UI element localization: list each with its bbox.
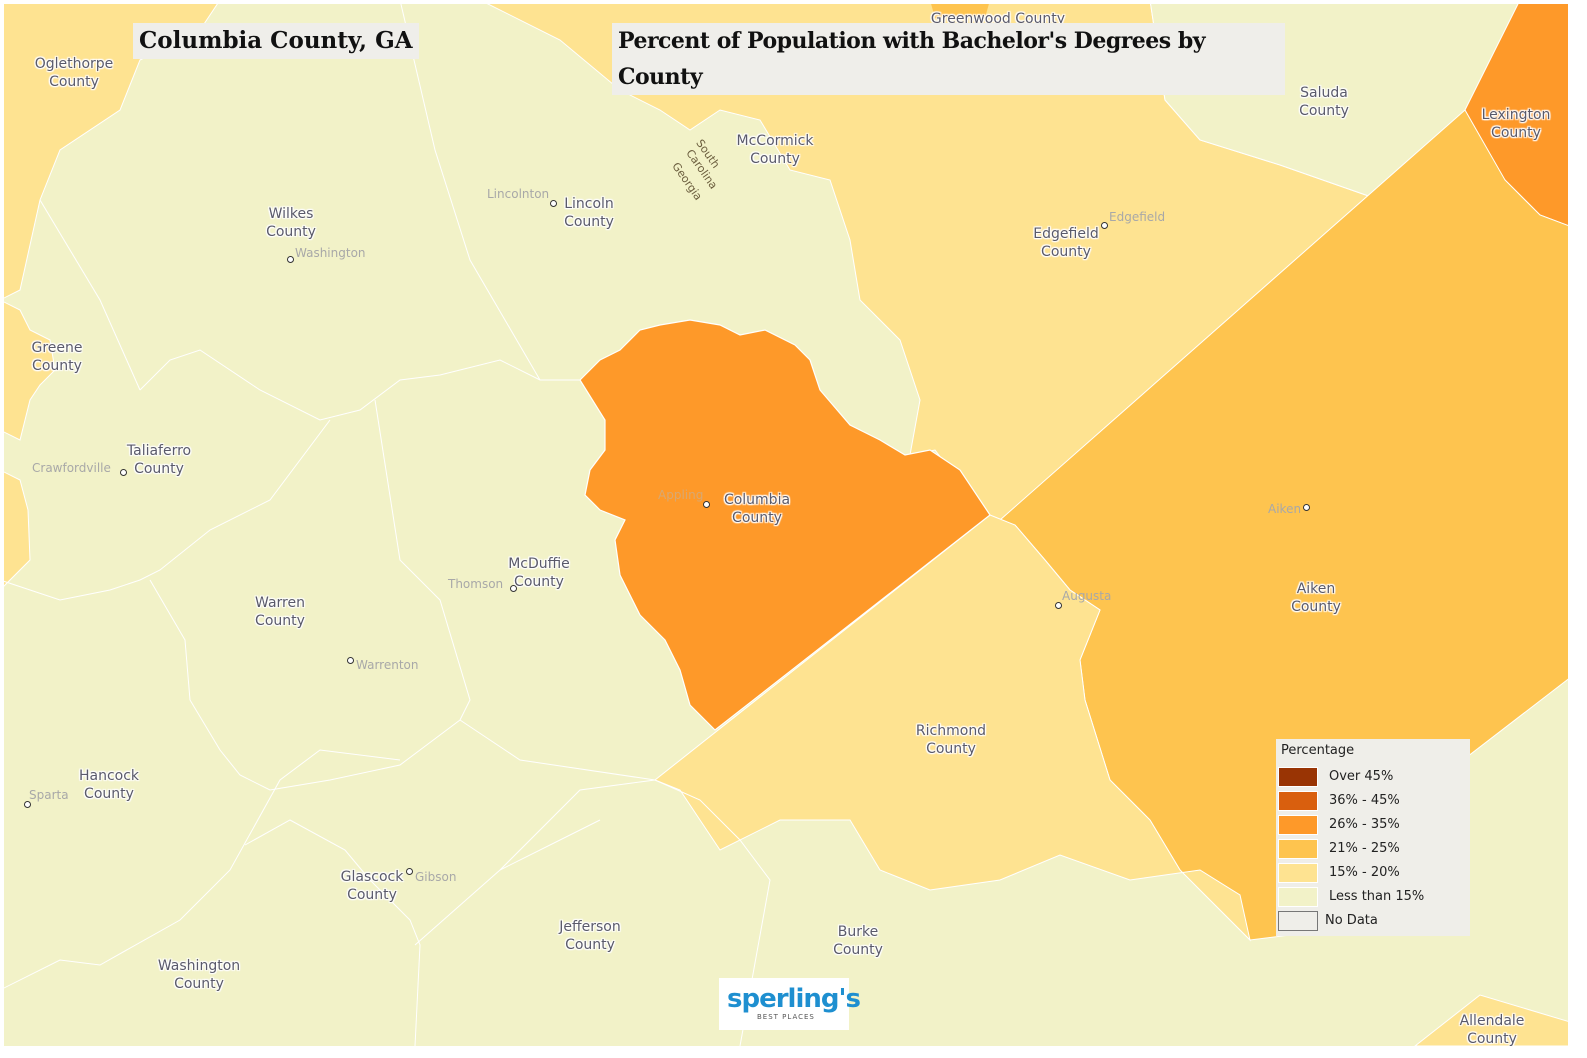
city-marker-gibson[interactable] <box>406 868 413 875</box>
legend-swatch <box>1278 839 1318 859</box>
logo-brand: sperling's <box>727 984 861 1014</box>
city-marker-warrenton[interactable] <box>347 657 354 664</box>
legend-label: Less than 15% <box>1329 889 1425 904</box>
legend-label: Over 45% <box>1329 769 1394 784</box>
legend-item-over-45: Over 45% <box>1278 767 1468 789</box>
legend-swatch <box>1278 863 1318 883</box>
legend-swatch <box>1278 887 1318 907</box>
county-label-taliaferro[interactable]: Taliaferro County <box>126 443 192 477</box>
county-label-greene[interactable]: Greene County <box>31 340 83 374</box>
county-label-washington[interactable]: Washington County <box>157 958 241 992</box>
city-marker-lincolnton[interactable] <box>550 200 557 207</box>
county-label-richmond[interactable]: Richmond County <box>915 723 987 757</box>
city-label-crawfordville: Crawfordville <box>32 461 111 475</box>
county-label-wilkes[interactable]: Wilkes County <box>266 206 316 240</box>
county-label-saluda[interactable]: Saluda County <box>1299 85 1349 119</box>
county-label-mcduffie[interactable]: McDuffie County <box>508 556 570 590</box>
legend-item-15-20: 15% - 20% <box>1278 863 1468 885</box>
legend-label: 36% - 45% <box>1329 793 1400 808</box>
city-marker-augusta[interactable] <box>1055 602 1062 609</box>
city-marker-crawfordville[interactable] <box>120 469 127 476</box>
location-title: Columbia County, GA <box>133 23 419 59</box>
city-label-appling: Appling <box>658 488 704 502</box>
sperlings-logo[interactable]: sperling's BEST PLACES <box>719 978 861 1030</box>
legend-title: Percentage <box>1281 743 1355 758</box>
county-label-aiken[interactable]: Aiken County <box>1291 581 1341 615</box>
city-label-lincolnton: Lincolnton <box>487 187 550 201</box>
county-label-mccormick[interactable]: McCormick County <box>736 133 814 167</box>
legend-swatch <box>1278 767 1318 787</box>
logo-tagline: BEST PLACES <box>757 1013 815 1021</box>
city-marker-appling[interactable] <box>703 501 710 508</box>
legend-item-36-45: 36% - 45% <box>1278 791 1468 813</box>
legend-item-no-data: No Data <box>1278 911 1468 933</box>
county-label-burke[interactable]: Burke County <box>833 924 883 958</box>
city-label-edgefield: Edgefield <box>1109 210 1166 224</box>
city-label-warrenton: Warrenton <box>356 658 419 672</box>
county-label-hancock[interactable]: Hancock County <box>78 768 140 802</box>
legend-label: 21% - 25% <box>1329 841 1400 856</box>
city-marker-aiken[interactable] <box>1303 504 1310 511</box>
legend-swatch <box>1278 815 1318 835</box>
legend-label: No Data <box>1325 913 1378 928</box>
city-label-sparta: Sparta <box>29 788 69 802</box>
county-label-columbia[interactable]: Columbia County <box>723 492 791 526</box>
legend: Percentage Over 45% 36% - 45% 26% - 35% … <box>1276 739 1470 936</box>
county-label-glascock[interactable]: Glascock County <box>340 869 404 903</box>
county-label-jefferson[interactable]: Jefferson County <box>559 919 621 953</box>
city-marker-edgefield[interactable] <box>1101 222 1108 229</box>
city-label-washington: Washington <box>295 246 366 260</box>
city-marker-thomson[interactable] <box>510 585 517 592</box>
city-label-aiken: Aiken <box>1268 502 1302 516</box>
county-label-warren[interactable]: Warren County <box>255 595 305 629</box>
city-label-augusta: Augusta <box>1062 589 1112 603</box>
legend-swatch <box>1278 791 1318 811</box>
city-marker-washington[interactable] <box>287 256 294 263</box>
county-label-allendale[interactable]: Allendale County <box>1459 1013 1525 1046</box>
city-label-gibson: Gibson <box>415 870 457 884</box>
legend-item-less-15: Less than 15% <box>1278 887 1468 909</box>
map-frame: South Carolina Georgia Oglethorpe County … <box>4 4 1568 1046</box>
county-label-lexington[interactable]: Lexington County <box>1481 107 1551 141</box>
map-title: Percent of Population with Bachelor's De… <box>612 23 1285 95</box>
county-label-edgefield[interactable]: Edgefield County <box>1033 226 1099 260</box>
county-polygons <box>4 4 1568 1046</box>
county-label-lincoln[interactable]: Lincoln County <box>564 196 614 230</box>
county-label-oglethorpe[interactable]: Oglethorpe County <box>34 56 114 90</box>
city-marker-sparta[interactable] <box>24 801 31 808</box>
legend-item-26-35: 26% - 35% <box>1278 815 1468 837</box>
legend-label: 26% - 35% <box>1329 817 1400 832</box>
legend-swatch <box>1278 911 1318 931</box>
city-label-thomson: Thomson <box>448 577 504 591</box>
legend-label: 15% - 20% <box>1329 865 1400 880</box>
legend-item-21-25: 21% - 25% <box>1278 839 1468 861</box>
